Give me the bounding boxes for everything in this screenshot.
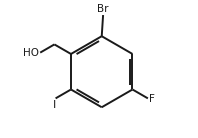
Text: I: I bbox=[53, 100, 57, 110]
Text: Br: Br bbox=[97, 4, 109, 14]
Text: HO: HO bbox=[23, 48, 39, 58]
Text: F: F bbox=[149, 94, 155, 104]
